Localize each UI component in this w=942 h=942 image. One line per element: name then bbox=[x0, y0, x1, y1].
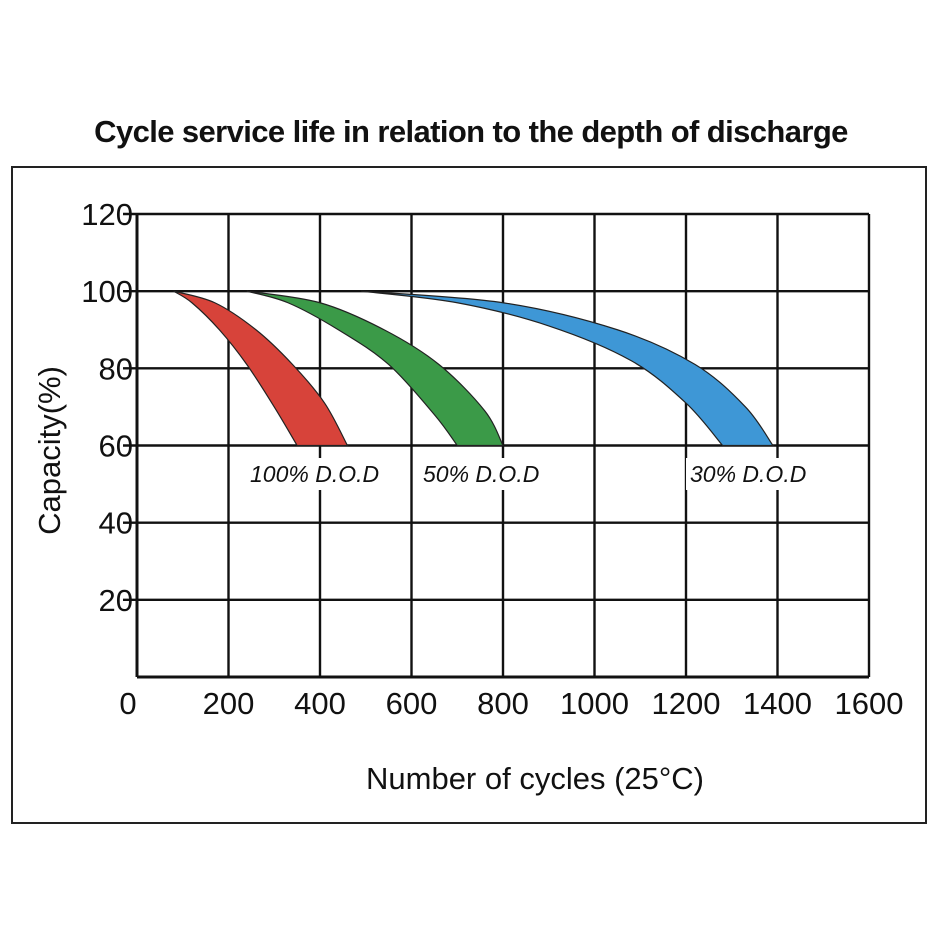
x-tick-label: 800 bbox=[477, 686, 529, 721]
y-tick-label: 20 bbox=[99, 583, 133, 618]
series-label-background bbox=[419, 458, 544, 490]
series-label: 50% D.O.D bbox=[423, 461, 539, 487]
x-tick-label: 1400 bbox=[743, 686, 812, 721]
series-label: 100% D.O.D bbox=[250, 461, 379, 487]
x-tick-label: 1000 bbox=[560, 686, 629, 721]
x-tick-label: 1600 bbox=[835, 686, 904, 721]
y-tick-label: 100 bbox=[81, 274, 133, 309]
x-tick-label: 0 bbox=[119, 686, 136, 721]
series-band-50-d-o-d bbox=[246, 290, 504, 447]
series-label: 30% D.O.D bbox=[690, 461, 806, 487]
y-tick-label: 40 bbox=[99, 506, 133, 541]
series-band-30-d-o-d bbox=[361, 290, 775, 447]
y-axis-title: Capacity(%) bbox=[32, 366, 67, 535]
grid bbox=[123, 212, 871, 679]
y-tick-label: 60 bbox=[99, 429, 133, 464]
x-axis-title: Number of cycles (25°C) bbox=[366, 761, 704, 796]
x-tick-label: 1200 bbox=[652, 686, 721, 721]
x-tick-label: 600 bbox=[386, 686, 438, 721]
chart-title: Cycle service life in relation to the de… bbox=[94, 114, 848, 149]
chart-frame bbox=[11, 166, 927, 824]
series-band-100-d-o-d bbox=[173, 290, 349, 447]
x-tick-label: 400 bbox=[294, 686, 346, 721]
series-label-background bbox=[686, 458, 811, 490]
x-tick-label: 200 bbox=[203, 686, 255, 721]
series-label-background bbox=[246, 458, 384, 490]
y-tick-label: 80 bbox=[99, 351, 133, 386]
y-tick-label: 120 bbox=[81, 197, 133, 232]
